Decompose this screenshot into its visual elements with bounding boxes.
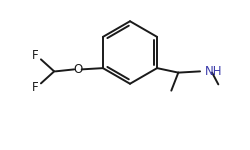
Text: NH: NH bbox=[204, 65, 222, 78]
Text: F: F bbox=[32, 81, 38, 94]
Text: O: O bbox=[73, 63, 83, 76]
Text: F: F bbox=[32, 49, 38, 62]
